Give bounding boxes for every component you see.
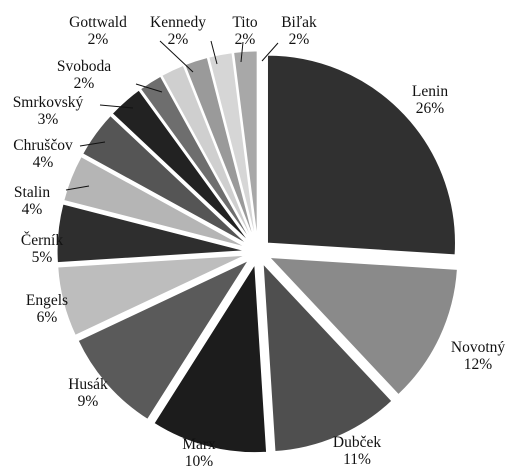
slice-name: Smrkovský [13,94,84,111]
slice-name: Černík [21,232,63,249]
slice-percent: 2% [88,31,109,48]
slice-name: Novotný [451,339,506,356]
slice-marx [153,263,268,454]
leader-line-chruščov [79,141,106,147]
slice-chruščov [82,114,248,245]
slice-percent: 2% [289,31,310,48]
slice-name: Lenin [412,83,448,100]
data-label-dubček: Dubček 11% [333,434,381,468]
slice-name: Tito [232,14,258,31]
pie-labels: Lenin 26% Novotný 12% Dubček 11% Marx 10% Husák 9… [13,14,506,469]
slice-name: Stalin [14,184,50,201]
data-label-engels: Engels 6% [26,292,68,326]
data-label-tito: Tito 2% [232,14,258,48]
slice-percent: 4% [33,154,54,171]
data-label-lenin: Lenin 26% [412,83,448,117]
leader-line-smrkovský [99,104,134,109]
leader-line-stalin [65,185,90,191]
pie-slices [56,50,458,454]
slice-name: Marx [182,436,216,453]
slice-tito [208,52,257,240]
slice-name: Biľak [281,14,317,31]
slice-percent: 2% [74,75,95,92]
data-label-stalin: Stalin 4% [14,184,50,218]
slice-černík [56,203,246,264]
data-label-novotný: Novotný 12% [451,339,506,373]
slice-name: Dubček [333,434,381,451]
slice-svoboda [139,75,252,242]
leader-lines [65,40,279,191]
slice-percent: 26% [416,100,445,117]
data-label-husák: Husák 9% [68,376,108,410]
data-label-biľak: Biľak 2% [281,14,317,48]
data-label-černík: Černík 5% [21,232,63,266]
slice-percent: 4% [22,201,43,218]
slice-name: Kennedy [150,14,206,31]
slice-husák [77,259,250,421]
slice-percent: 2% [168,31,189,48]
slice-dubček [262,262,393,453]
slice-name: Husák [68,376,108,393]
slice-name: Engels [26,292,68,309]
slice-percent: 2% [235,31,256,48]
slice-biľak [233,50,258,240]
slice-stalin [63,155,247,248]
slice-percent: 6% [37,309,58,326]
slice-percent: 11% [343,451,371,468]
slice-lenin [266,54,456,256]
data-label-svoboda: Svoboda 2% [57,58,111,92]
leader-line-biľak [261,42,279,62]
leader-line-svoboda [135,83,163,93]
slice-novotný [268,256,458,396]
slice-smrkovský [111,89,250,243]
data-label-gottwald: Gottwald 2% [69,14,127,48]
data-label-smrkovský: Smrkovský 3% [13,94,84,128]
slice-name: Chruščov [13,137,73,154]
leader-line-gottwald [159,40,194,73]
data-label-chruščov: Chruščov 4% [13,137,73,171]
slice-percent: 10% [185,453,214,469]
slice-percent: 5% [32,249,53,266]
slice-percent: 3% [38,111,59,128]
slice-name: Svoboda [57,58,111,75]
leader-line-kennedy [210,40,218,65]
data-label-marx: Marx 10% [182,436,216,469]
slice-engels [57,254,246,336]
data-label-kennedy: Kennedy 2% [150,14,206,48]
slice-percent: 12% [464,356,493,373]
slice-name: Gottwald [69,14,127,31]
slice-percent: 9% [78,393,99,410]
leader-line-tito [240,41,244,63]
slice-gottwald [161,64,253,241]
